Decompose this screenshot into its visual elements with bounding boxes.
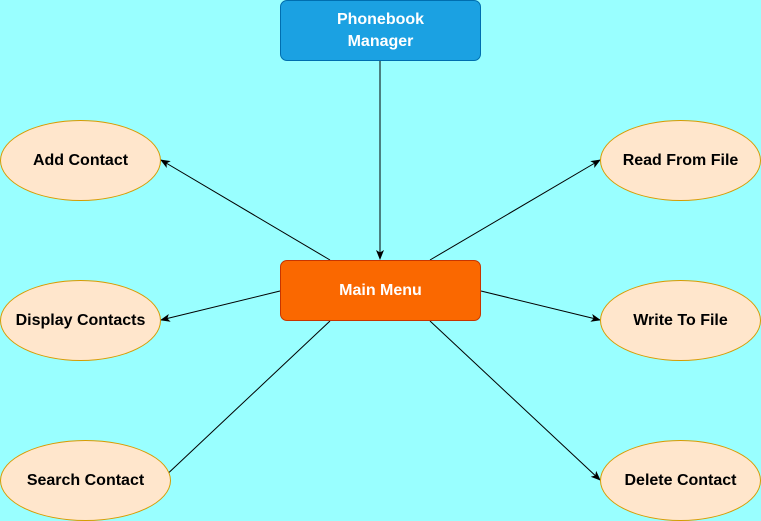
delete-contact-label: Delete Contact	[624, 471, 737, 489]
phonebook-manager-node: Phonebook Manager	[280, 0, 481, 61]
phonebook-manager-label-line2: Manager	[347, 32, 414, 50]
display-contacts-node: Display Contacts	[0, 280, 161, 361]
edge-menu-to-add-contact	[160, 159, 331, 261]
main-menu-node: Main Menu	[280, 260, 481, 321]
delete-contact-node: Delete Contact	[600, 440, 761, 521]
add-contact-node: Add Contact	[0, 120, 161, 201]
edge-menu-to-delete-contact	[429, 320, 601, 481]
edge-menu-to-read-from-file	[429, 159, 601, 261]
search-contact-node: Search Contact	[0, 440, 171, 521]
read-from-file-node: Read From File	[600, 120, 761, 201]
edge-menu-to-display-contacts	[160, 290, 281, 322]
read-from-file-label: Read From File	[622, 151, 739, 169]
write-to-file-node: Write To File	[600, 280, 761, 361]
display-contacts-label: Display Contacts	[15, 311, 146, 329]
search-contact-label: Search Contact	[26, 471, 145, 489]
phonebook-manager-label-line1: Phonebook	[336, 10, 425, 28]
edge-menu-to-search-contact	[160, 320, 331, 481]
main-menu-label: Main Menu	[339, 281, 422, 299]
phonebook-manager-label: Phonebook Manager	[337, 9, 424, 53]
edge-menu-to-write-to-file	[480, 290, 601, 322]
add-contact-label: Add Contact	[32, 151, 129, 169]
write-to-file-label: Write To File	[633, 311, 728, 329]
